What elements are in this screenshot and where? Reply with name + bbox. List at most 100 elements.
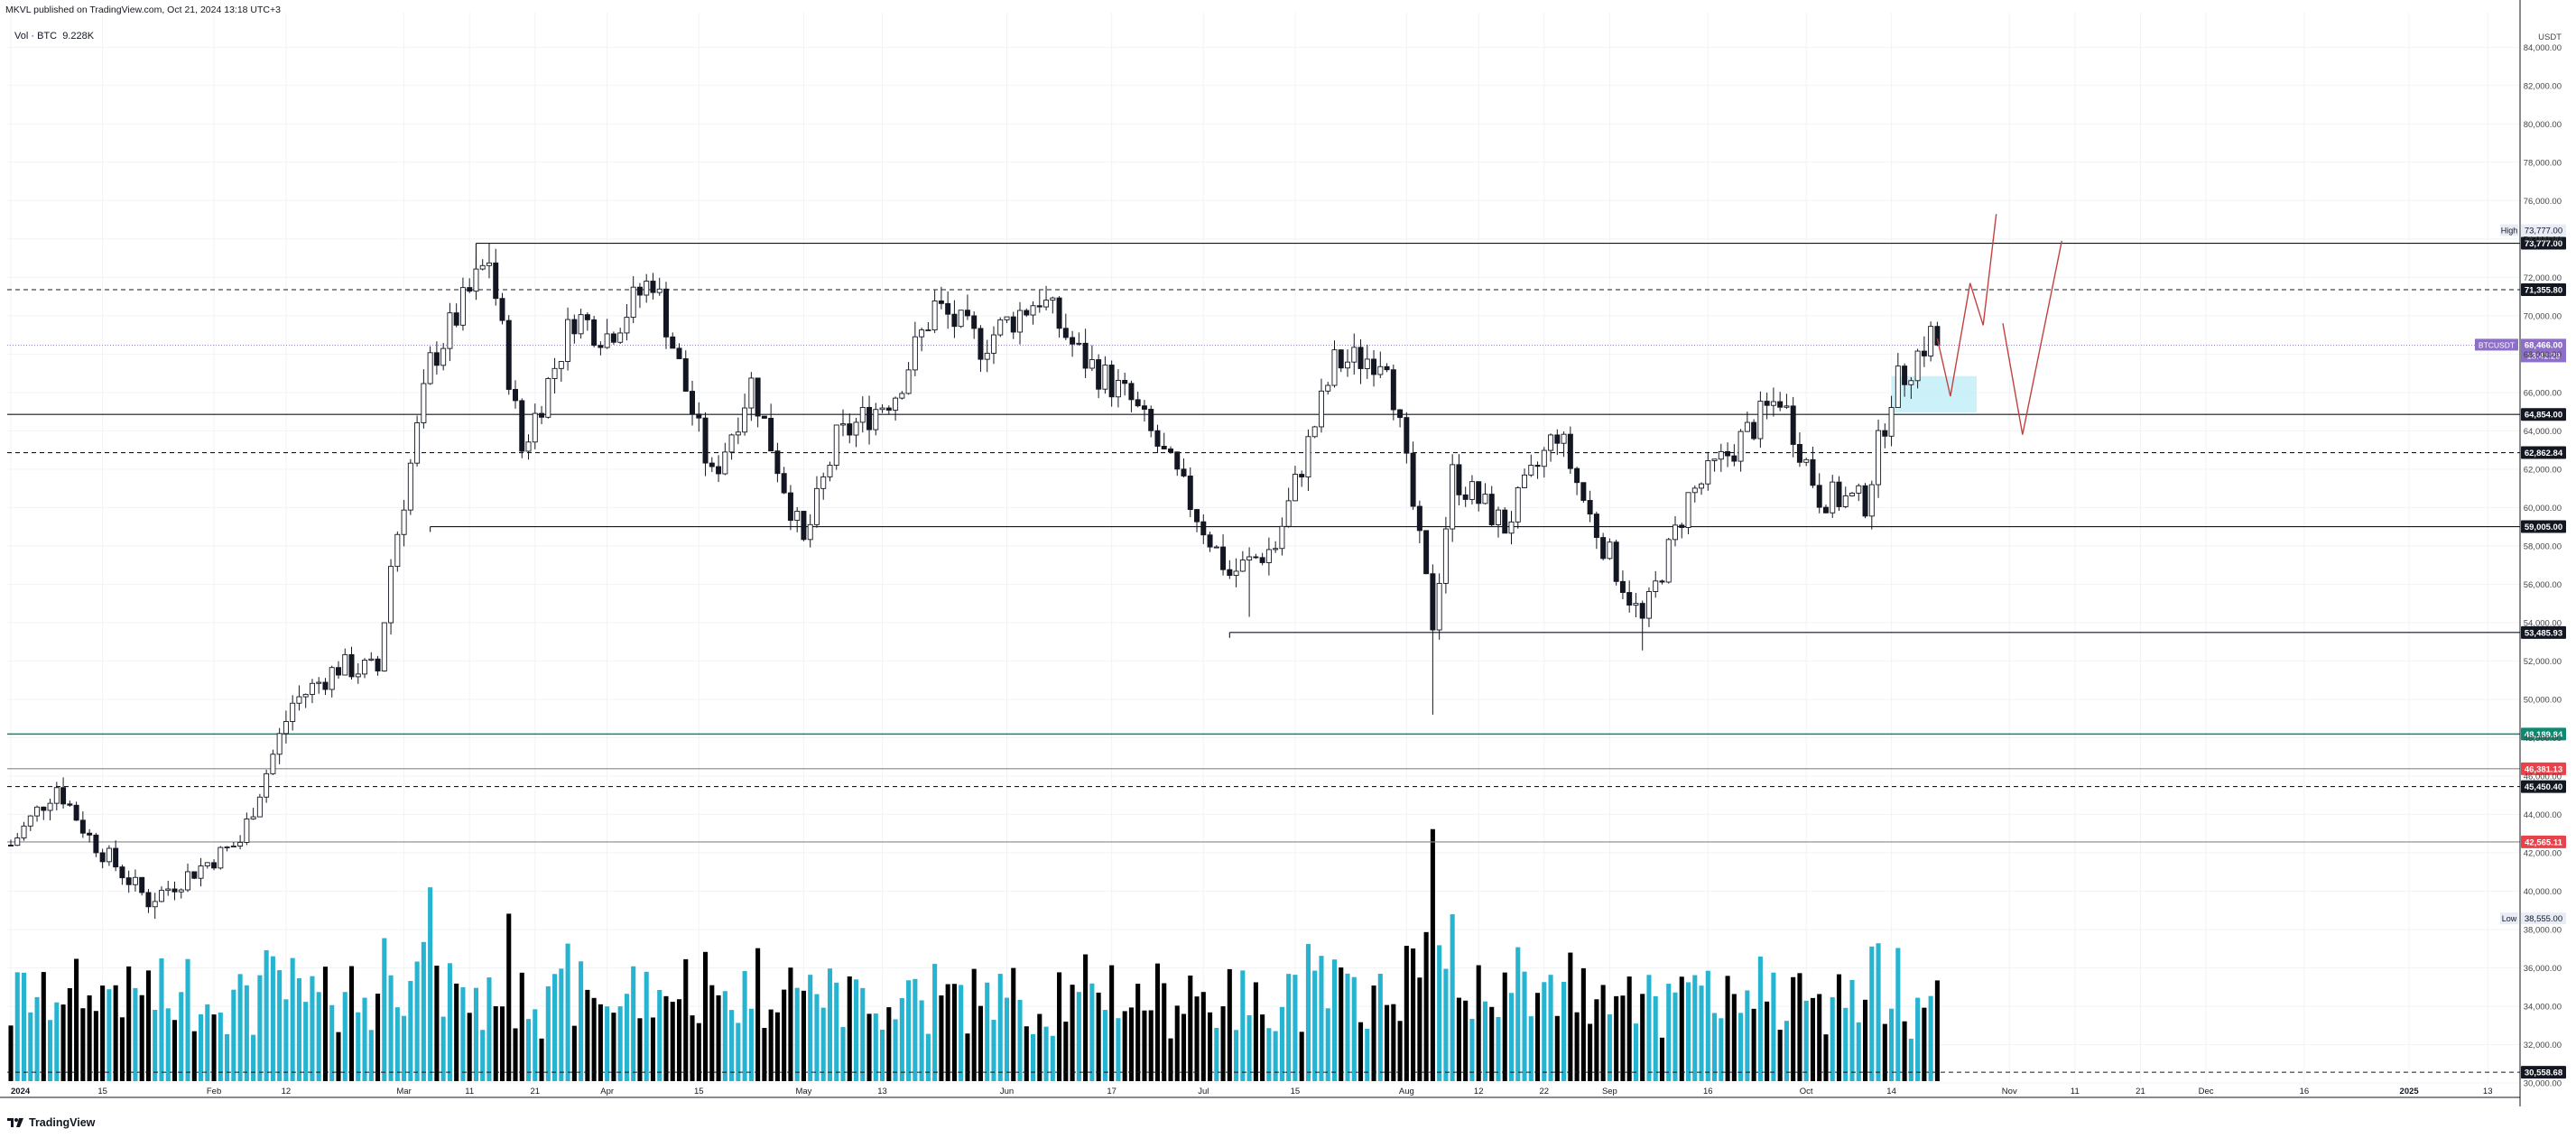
candle-body xyxy=(230,846,236,847)
volume-bar xyxy=(153,1009,158,1081)
price-tick-label: 42,000.00 xyxy=(2524,848,2562,858)
volume-bar xyxy=(880,1029,885,1081)
volume-bar xyxy=(657,990,663,1081)
candle-body xyxy=(1645,591,1652,619)
volume-bar xyxy=(467,1013,472,1081)
time-tick-label: 13 xyxy=(877,1087,887,1096)
volume-bar xyxy=(1574,1012,1580,1081)
volume-bar xyxy=(1600,985,1606,1081)
candle-body xyxy=(106,847,112,863)
volume-bar xyxy=(145,970,151,1081)
volume-bar xyxy=(1331,959,1338,1081)
volume-bar xyxy=(1830,997,1835,1081)
time-tick-label: Dec xyxy=(2199,1087,2214,1096)
volume-bar xyxy=(1626,976,1632,1081)
candle-body xyxy=(1030,305,1036,316)
candle-body xyxy=(1430,573,1436,631)
candle-body xyxy=(139,876,145,893)
volume-bar xyxy=(394,1007,400,1081)
volume-bar xyxy=(605,1006,610,1081)
candle-body xyxy=(1508,521,1515,534)
volume-bar xyxy=(1810,997,1815,1081)
candle-body xyxy=(663,288,669,338)
volume-bar xyxy=(729,1010,735,1081)
candle-body xyxy=(1331,349,1338,386)
volume-bar xyxy=(1751,1008,1756,1081)
volume-bar xyxy=(28,1012,33,1081)
candle-body xyxy=(905,369,912,394)
volume-bar xyxy=(1188,975,1193,1081)
candle-body xyxy=(34,806,41,817)
tradingview-logo[interactable]: TradingView xyxy=(7,1116,95,1129)
volume-bars xyxy=(8,828,1940,1081)
volume-bar xyxy=(402,1015,407,1081)
volume-bar xyxy=(939,995,944,1081)
volume-bar xyxy=(703,951,709,1081)
volume-bar xyxy=(54,1002,60,1081)
candle-body xyxy=(119,866,125,879)
candle-body xyxy=(14,837,21,847)
level-tag-label: 53,485.93 xyxy=(2525,628,2562,638)
volume-bar xyxy=(709,985,715,1081)
candle-body xyxy=(171,888,178,893)
volume-bar xyxy=(225,1034,230,1081)
candle-body xyxy=(1036,305,1042,308)
volume-bar xyxy=(251,1034,256,1081)
volume-bar xyxy=(1580,967,1586,1081)
volume-bar xyxy=(1194,996,1200,1081)
volume-bar xyxy=(768,1009,774,1081)
volume-bar xyxy=(716,995,721,1081)
volume-bar xyxy=(932,964,938,1081)
time-tick-label: 13 xyxy=(2483,1087,2493,1096)
candle-body xyxy=(1705,459,1711,485)
volume-bar xyxy=(624,994,629,1081)
candle-body xyxy=(1410,452,1416,507)
candle-body xyxy=(1856,485,1862,494)
volume-bar xyxy=(1588,1023,1593,1081)
volume-bar xyxy=(722,991,727,1081)
volume-bar xyxy=(1397,1021,1403,1081)
candle-body xyxy=(1024,310,1030,316)
candle-body xyxy=(1004,316,1010,320)
candle-body xyxy=(840,423,846,426)
price-tick-label: 64,000.00 xyxy=(2524,427,2562,437)
price-tick-label: 54,000.00 xyxy=(2524,618,2562,628)
volume-bar xyxy=(499,1006,505,1081)
price-tick-label: 68,000.00 xyxy=(2524,350,2562,360)
volume-bar xyxy=(1208,1012,1213,1081)
candle-body xyxy=(925,329,931,332)
volume-bar xyxy=(611,1013,616,1081)
candle-body xyxy=(1515,487,1521,523)
candle-body xyxy=(479,264,486,270)
price-axis[interactable]: 84,000.00 82,000.00 80,000.00 78,000.00 76,0… xyxy=(2519,0,2562,1106)
candle-body xyxy=(1868,484,1875,517)
level-tag xyxy=(2521,283,2566,297)
volume-bar xyxy=(1685,982,1691,1081)
volume-bar xyxy=(794,987,800,1081)
time-tick-label: 12 xyxy=(1474,1087,1484,1096)
volume-bar xyxy=(847,976,852,1081)
time-axis[interactable]: 2024 15 Feb 12 Mar 11 21 Apr 15 May 13 Jun 17 Jul 15 Au… xyxy=(0,1087,2520,1098)
candle-body xyxy=(571,319,578,335)
candle-body xyxy=(79,819,86,834)
candle-body xyxy=(218,847,224,869)
volume-bar xyxy=(1227,968,1232,1081)
candle-body xyxy=(525,441,532,452)
candle-body xyxy=(1181,468,1187,476)
candle-body xyxy=(1888,407,1895,437)
volume-bar xyxy=(1135,984,1141,1081)
candle-body xyxy=(132,876,138,885)
volume-bar xyxy=(1803,1000,1809,1081)
volume-bar xyxy=(1849,979,1855,1081)
candle-body xyxy=(1764,401,1770,406)
volume-legend: Vol · BTC 9.228K xyxy=(14,30,94,42)
candle-body xyxy=(1253,556,1259,559)
volume-bar xyxy=(985,982,990,1081)
volume-bar xyxy=(1437,945,1442,1081)
volume-bar xyxy=(1745,990,1750,1081)
symbol-tag-label: BTCUSDT xyxy=(2479,340,2515,349)
candle-body xyxy=(264,773,270,798)
volume-bar xyxy=(1862,999,1868,1081)
volume-bar xyxy=(1102,1010,1107,1081)
